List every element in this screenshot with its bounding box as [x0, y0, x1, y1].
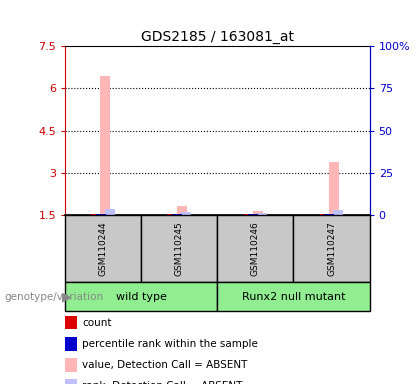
Bar [172, 214, 182, 215]
Bar [168, 214, 177, 215]
Text: ▶: ▶ [62, 290, 72, 303]
Bar [320, 214, 330, 215]
Text: count: count [82, 318, 111, 328]
Title: GDS2185 / 163081_at: GDS2185 / 163081_at [141, 30, 294, 44]
Bar [324, 214, 334, 215]
Bar [257, 213, 267, 215]
Text: GSM110245: GSM110245 [175, 221, 184, 276]
Text: GSM110244: GSM110244 [99, 221, 108, 276]
Bar [92, 214, 101, 215]
Bar [181, 212, 191, 215]
Text: rank, Detection Call = ABSENT: rank, Detection Call = ABSENT [82, 381, 242, 384]
Text: GSM110246: GSM110246 [251, 221, 260, 276]
Text: genotype/variation: genotype/variation [4, 291, 103, 302]
Bar [248, 214, 258, 215]
Bar [100, 76, 110, 215]
Bar [253, 211, 262, 215]
Bar [96, 214, 106, 215]
Text: Runx2 null mutant: Runx2 null mutant [242, 291, 345, 302]
Bar [244, 214, 254, 215]
Text: wild type: wild type [116, 291, 167, 302]
Bar [177, 206, 186, 215]
Bar [329, 162, 339, 215]
Bar [105, 209, 115, 215]
Text: value, Detection Call = ABSENT: value, Detection Call = ABSENT [82, 360, 247, 370]
Bar [333, 210, 343, 215]
Text: GSM110247: GSM110247 [327, 221, 336, 276]
Text: percentile rank within the sample: percentile rank within the sample [82, 339, 258, 349]
